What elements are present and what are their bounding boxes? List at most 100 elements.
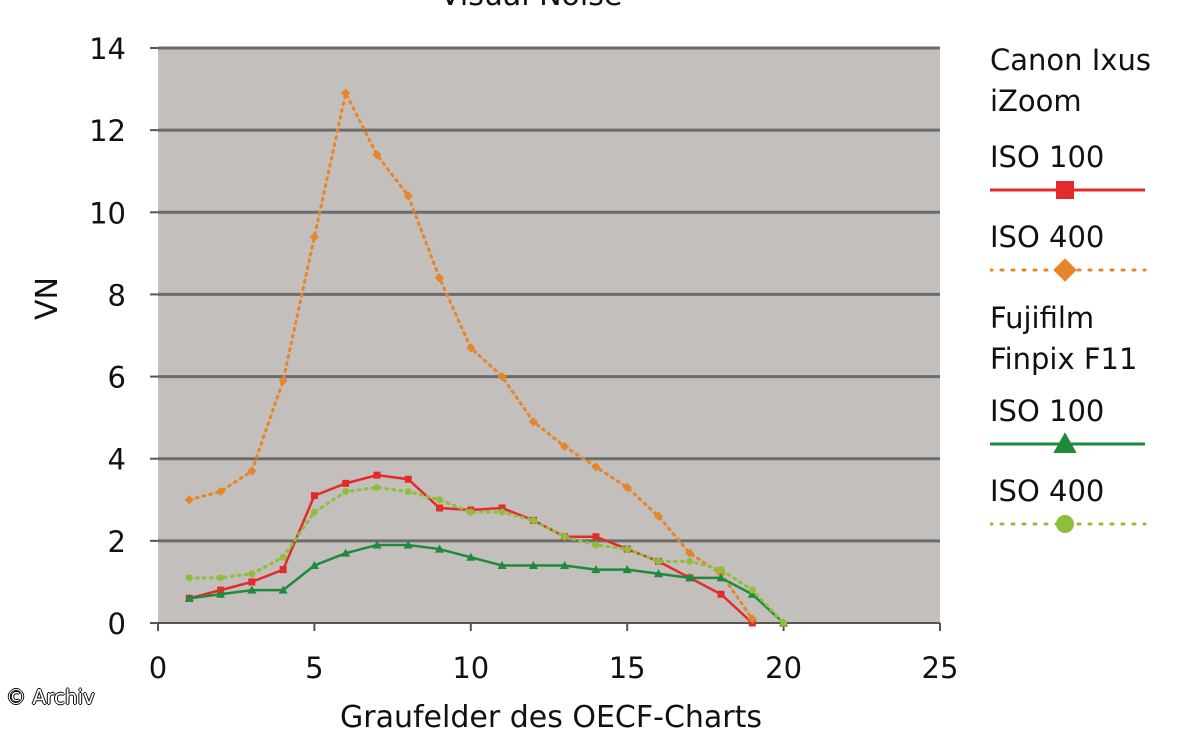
data-point	[747, 589, 757, 598]
legend: Canon Ixus iZoom ISO 100 ISO 400 Fujifil…	[990, 40, 1190, 552]
data-point	[560, 560, 570, 569]
data-point	[217, 574, 225, 582]
data-point	[622, 565, 632, 574]
series-layer	[184, 88, 789, 627]
data-point	[497, 560, 507, 569]
data-point	[654, 557, 662, 565]
x-tick-label: 0	[149, 651, 167, 685]
plot-area	[158, 48, 940, 623]
legend-label: ISO 400	[990, 474, 1105, 508]
y-tick-label: 0	[108, 607, 126, 641]
data-point	[403, 540, 413, 549]
data-point	[592, 541, 600, 549]
data-point	[716, 573, 726, 582]
data-point	[1053, 432, 1077, 453]
data-point	[561, 533, 569, 541]
data-point	[466, 343, 476, 353]
data-point	[248, 578, 256, 586]
data-point	[341, 88, 351, 98]
series-line	[187, 485, 786, 625]
data-point	[404, 488, 412, 496]
x-tick-label: 25	[922, 651, 959, 685]
x-tick-label: 10	[452, 651, 489, 685]
data-point	[310, 508, 318, 516]
series-1	[184, 88, 757, 624]
chart-title: Visual Noise	[440, 0, 622, 13]
legend-item-canon-iso100: ISO 100	[990, 138, 1190, 218]
legend-marker-square-icon	[990, 181, 1145, 199]
y-tick-label: 2	[108, 525, 126, 559]
y-tick-label: 14	[89, 32, 126, 66]
data-point	[780, 619, 788, 627]
legend-group-fujifilm: Fujifilm Finpix F11	[990, 301, 1138, 376]
data-point	[1053, 258, 1077, 282]
data-point	[717, 590, 725, 598]
y-axis-label: VN	[30, 277, 65, 320]
data-point	[560, 441, 570, 451]
data-point	[309, 232, 319, 242]
data-point	[404, 475, 412, 483]
data-point	[403, 191, 413, 201]
data-point	[528, 560, 538, 569]
data-point	[372, 150, 382, 160]
data-point	[342, 479, 350, 487]
data-point	[592, 533, 600, 541]
series-3	[185, 483, 788, 627]
data-point	[185, 574, 193, 582]
data-point	[248, 570, 256, 578]
x-tick-label: 5	[305, 651, 323, 685]
legend-label: ISO 400	[990, 220, 1105, 254]
data-point	[373, 483, 381, 491]
data-point	[529, 516, 537, 524]
data-point	[372, 540, 382, 549]
data-point	[310, 492, 318, 500]
data-point	[247, 585, 257, 594]
y-tick-label: 8	[108, 278, 126, 312]
data-point	[747, 614, 757, 624]
data-point	[436, 496, 444, 504]
data-point	[436, 504, 444, 512]
data-point	[498, 504, 506, 512]
legend-item-fuji-iso100: ISO 100	[990, 392, 1190, 472]
data-point	[342, 488, 350, 496]
data-point	[279, 553, 287, 561]
data-point	[434, 273, 445, 283]
data-point	[653, 511, 664, 521]
data-point	[247, 466, 257, 476]
legend-marker-diamond-icon	[990, 258, 1147, 282]
data-point	[497, 372, 507, 382]
data-point	[686, 557, 694, 565]
x-axis-label: Graufelder des OECF-Charts	[340, 700, 763, 735]
data-point	[591, 462, 601, 472]
legend-item-canon-iso400: ISO 400	[990, 218, 1190, 298]
data-point	[528, 417, 538, 427]
x-tick-label: 20	[765, 651, 802, 685]
series-2	[184, 540, 789, 627]
data-point	[309, 560, 319, 569]
x-tick-label: 15	[609, 651, 646, 685]
axes: 0 2 4 6 8 10 12 14 0 5 10 15 20 25	[89, 32, 958, 685]
data-point	[216, 589, 226, 598]
y-tick-label: 12	[89, 114, 126, 148]
data-point	[622, 482, 632, 493]
data-point	[623, 545, 631, 553]
data-point	[685, 548, 695, 558]
data-point	[184, 593, 194, 602]
data-point	[466, 552, 476, 561]
legend-label: ISO 100	[990, 140, 1105, 174]
data-point	[653, 569, 664, 578]
legend-marker-circle-icon	[990, 515, 1147, 533]
data-point	[279, 566, 287, 574]
data-point	[748, 586, 756, 594]
data-point	[434, 544, 445, 553]
data-point	[184, 495, 194, 505]
data-point	[467, 508, 475, 516]
data-point	[216, 487, 226, 497]
copyright-credit: © Archiv	[6, 685, 95, 709]
data-point	[341, 548, 351, 557]
data-point	[498, 508, 506, 516]
data-point	[373, 471, 381, 479]
legend-item-fuji-iso400: ISO 400	[990, 472, 1190, 552]
legend-label: ISO 100	[990, 394, 1105, 428]
data-point	[717, 566, 725, 574]
